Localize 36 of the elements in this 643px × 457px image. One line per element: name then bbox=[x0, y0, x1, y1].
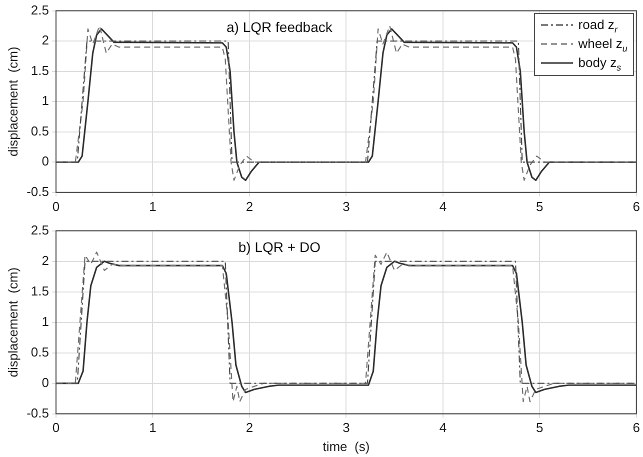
y-tick-label: -0.5 bbox=[26, 405, 49, 420]
y-tick-label: -0.5 bbox=[26, 184, 49, 199]
x-tick-label: 2 bbox=[246, 420, 254, 436]
y-tick-label: 1.5 bbox=[30, 62, 49, 78]
x-tick-label: 6 bbox=[632, 198, 640, 214]
x-tick-label: 3 bbox=[342, 198, 350, 214]
x-tick-label: 0 bbox=[52, 420, 60, 436]
x-tick-label: 2 bbox=[246, 198, 254, 214]
y-tick-label: 2.5 bbox=[30, 2, 49, 18]
y-tick-label: 0.5 bbox=[30, 123, 49, 138]
y-tick-label: 2.5 bbox=[30, 222, 49, 238]
x-tick-label: 4 bbox=[439, 420, 447, 436]
x-tick-label: 1 bbox=[149, 420, 156, 436]
x-tick-label: 5 bbox=[536, 420, 544, 436]
x-tick-label: 4 bbox=[439, 198, 447, 214]
x-tick-label: 6 bbox=[632, 420, 640, 436]
x-tick-label: 0 bbox=[52, 198, 60, 214]
y-tick-label: 0 bbox=[42, 374, 49, 390]
annotation: b) LQR + DO bbox=[238, 238, 320, 255]
y-tick-label: 1.5 bbox=[30, 283, 49, 298]
y-tick-label: 0.5 bbox=[30, 344, 49, 360]
y-tick-label: 2 bbox=[42, 32, 49, 48]
y-tick-label: 2 bbox=[42, 252, 49, 268]
legend-label: body z$_{s}$ bbox=[578, 54, 622, 72]
x-tick-label: 1 bbox=[149, 198, 156, 214]
y-tick-label: 1 bbox=[42, 93, 49, 108]
annotation: a) LQR feedback bbox=[226, 18, 332, 35]
x-tick-label: 5 bbox=[536, 198, 544, 214]
y-axis-title: displacement (cm) bbox=[5, 267, 20, 378]
y-axis-title: displacement (cm) bbox=[5, 46, 20, 157]
y-tick-label: 1 bbox=[42, 314, 49, 329]
x-axis-title: time (s) bbox=[322, 438, 370, 454]
legend-label: road z$_{r}$ bbox=[578, 16, 618, 34]
legend-label: wheel z$_{u}$ bbox=[578, 36, 628, 54]
x-tick-label: 3 bbox=[342, 420, 350, 436]
y-tick-label: 0 bbox=[42, 154, 49, 169]
